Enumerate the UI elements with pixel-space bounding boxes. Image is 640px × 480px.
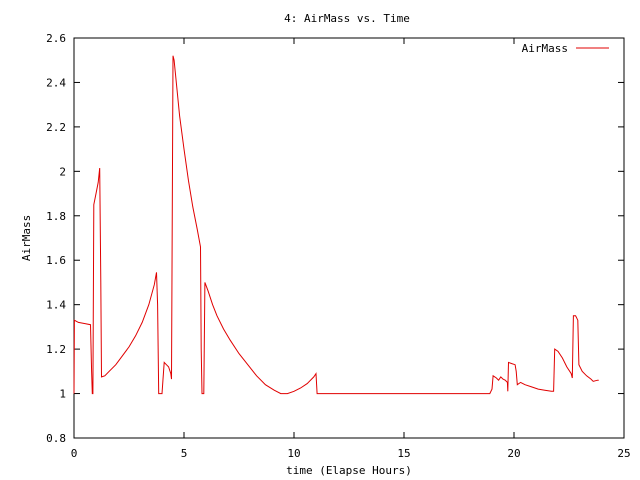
y-tick-label: 2 bbox=[59, 165, 66, 178]
x-axis-label: time (Elapse Hours) bbox=[286, 464, 412, 477]
x-axis: 0 5 10 15 20 25 bbox=[71, 38, 631, 460]
y-axis-label: AirMass bbox=[20, 215, 33, 261]
y-tick-label: 0.8 bbox=[46, 432, 66, 445]
y-tick-label: 1.2 bbox=[46, 343, 66, 356]
y-tick-label: 1 bbox=[59, 388, 66, 401]
legend-label: AirMass bbox=[522, 42, 568, 55]
x-tick-label: 10 bbox=[287, 447, 300, 460]
y-tick-label: 2.2 bbox=[46, 121, 66, 134]
series-layer bbox=[73, 55, 599, 395]
x-tick-label: 25 bbox=[617, 447, 630, 460]
x-tick-label: 0 bbox=[71, 447, 78, 460]
x-tick-label: 5 bbox=[181, 447, 188, 460]
y-tick-label: 1.8 bbox=[46, 210, 66, 223]
y-tick-label: 1.4 bbox=[46, 299, 66, 312]
chart-title: 4: AirMass vs. Time bbox=[284, 12, 410, 25]
plot-frame bbox=[73, 37, 625, 439]
y-tick-label: 2.6 bbox=[46, 32, 66, 45]
series-line-airmass bbox=[73, 55, 599, 395]
x-tick-label: 15 bbox=[397, 447, 410, 460]
x-tick-label: 20 bbox=[507, 447, 520, 460]
y-tick-label: 2.4 bbox=[46, 76, 66, 89]
y-axis: 0.8 1 1.2 1.4 1.6 1.8 2 2.2 2.4 2.6 bbox=[46, 32, 624, 445]
y-tick-label: 1.6 bbox=[46, 254, 66, 267]
legend: AirMass bbox=[522, 42, 609, 55]
